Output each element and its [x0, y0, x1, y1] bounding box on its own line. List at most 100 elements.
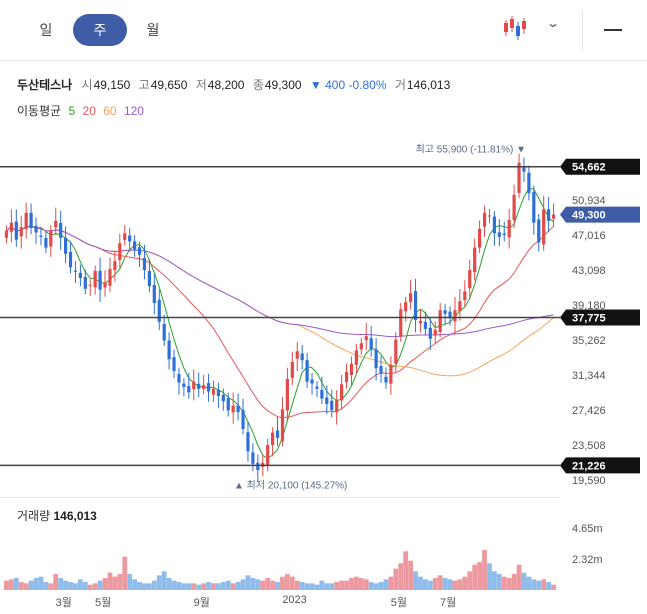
price-badge-label: 54,662 — [572, 162, 606, 174]
candle-body — [167, 340, 171, 360]
tab-month[interactable]: 월 — [146, 22, 160, 38]
candle-body — [108, 269, 112, 286]
volume-bar — [235, 582, 241, 590]
price-badge-label: 21,226 — [572, 460, 606, 472]
ma-5[interactable]: 5 — [68, 104, 76, 118]
volume-bar — [280, 576, 285, 590]
candle-body — [340, 384, 344, 401]
candle-body — [256, 462, 260, 471]
candle-body — [473, 247, 477, 273]
volume-bar — [8, 579, 14, 590]
volume-bar — [151, 580, 157, 590]
volume-bar — [457, 579, 463, 590]
volume-bar — [546, 582, 552, 590]
ma-120[interactable]: 120 — [123, 104, 144, 118]
volume-bar — [201, 583, 207, 590]
candle-body — [463, 291, 467, 301]
volume-bar — [4, 580, 9, 590]
volume-bar — [501, 576, 507, 590]
volume-bar — [358, 578, 364, 590]
candle-body — [300, 353, 304, 361]
candle-body — [187, 385, 191, 393]
candle-body — [532, 192, 536, 223]
y-tick-label: 50,934 — [572, 195, 606, 207]
volume-bar — [240, 579, 246, 590]
candle-body — [216, 389, 220, 396]
volume-bar — [38, 576, 44, 590]
volume-bar — [23, 583, 29, 590]
ma-60[interactable]: 60 — [103, 104, 117, 118]
candlestick-icon[interactable] — [503, 14, 529, 42]
candle-body — [54, 220, 58, 228]
tab-day[interactable]: 일 — [39, 22, 53, 38]
volume-bar — [334, 582, 340, 590]
volume-bar — [275, 582, 280, 590]
chevron-down-icon[interactable]: ⌄ — [545, 16, 561, 30]
price-chart[interactable]: 50,934 47,016 43,098 39,180 35,262 31,344 27,4… — [0, 140, 647, 495]
volume-bar — [255, 579, 261, 590]
candle-body — [413, 291, 418, 321]
candle-body — [197, 383, 201, 389]
volume-bar — [43, 582, 49, 590]
candle-body — [152, 284, 156, 304]
x-tick-label: 3월 — [55, 597, 72, 609]
candle-body — [172, 357, 176, 371]
y-tick-label: 19,590 — [572, 475, 606, 487]
volume-bar — [171, 580, 177, 590]
candle-body — [379, 366, 383, 374]
candle-body — [39, 235, 43, 237]
volume-chart[interactable]: 4.65m 2.32m — [0, 500, 647, 592]
candle-body — [428, 327, 432, 339]
candle-body — [128, 235, 132, 242]
volume-bar — [245, 575, 251, 590]
candle-body — [177, 374, 181, 383]
candle-body — [409, 293, 413, 303]
high-annotation: 최고 55,900 (-11.81%) ▼ — [416, 144, 526, 156]
volume-bar — [220, 582, 226, 590]
candle-body — [507, 219, 511, 238]
minus-icon[interactable] — [604, 29, 622, 31]
volume-tick-label: 2.32m — [572, 554, 603, 566]
candle-body — [482, 212, 487, 227]
volume-bar — [191, 583, 197, 590]
tab-week[interactable]: 주 — [73, 14, 127, 46]
volume-bar — [289, 576, 295, 590]
volume-bar — [472, 564, 478, 590]
candle-body — [88, 285, 92, 287]
volume-bar — [260, 580, 266, 590]
volume-bar — [137, 582, 142, 590]
volume-bar — [477, 562, 483, 590]
candle-body — [335, 400, 339, 413]
y-tick-label: 31,344 — [572, 370, 606, 382]
volume-bar — [368, 582, 374, 590]
candle-body — [487, 215, 492, 217]
candle-body — [305, 360, 309, 382]
volume-bar — [353, 576, 359, 590]
volume-bar — [206, 582, 211, 590]
x-tick-label: 7월 — [440, 597, 457, 609]
candle-body — [448, 311, 452, 319]
low-label: 저 — [195, 78, 207, 92]
candle-body — [458, 301, 462, 312]
volume-bar — [309, 583, 315, 590]
volume-bar — [13, 578, 19, 590]
low-value: 48,200 — [207, 78, 245, 92]
volume-bar — [107, 572, 113, 590]
volume-bar — [196, 584, 202, 590]
volume-bar — [482, 550, 487, 590]
low-annotation: ▲ 최저 20,100 (145.27%) — [234, 479, 347, 491]
volume-value: 146,013 — [406, 78, 451, 92]
volume-bar — [496, 574, 502, 590]
ma-20[interactable]: 20 — [82, 104, 96, 118]
volume-bar — [63, 580, 69, 590]
ma-line-120 — [6, 226, 554, 338]
candle-body — [423, 321, 427, 329]
candle-body — [497, 232, 501, 237]
volume-bar — [531, 579, 537, 590]
volume-bar — [53, 574, 59, 590]
volume-bar — [132, 579, 138, 590]
candle-body — [389, 364, 393, 384]
volume-bar — [363, 579, 369, 590]
candle-body — [236, 405, 240, 413]
candle-body — [344, 371, 349, 383]
